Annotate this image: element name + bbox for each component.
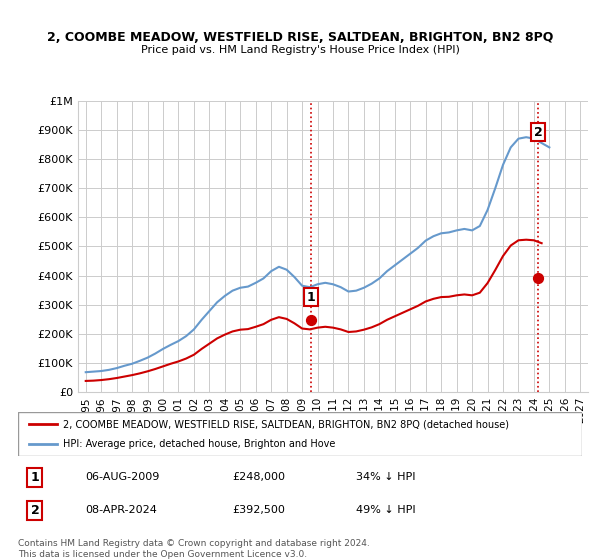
Text: 2, COOMBE MEADOW, WESTFIELD RISE, SALTDEAN, BRIGHTON, BN2 8PQ: 2, COOMBE MEADOW, WESTFIELD RISE, SALTDE… (47, 31, 553, 44)
Text: £248,000: £248,000 (232, 473, 286, 482)
Text: 2: 2 (534, 125, 542, 139)
Text: Price paid vs. HM Land Registry's House Price Index (HPI): Price paid vs. HM Land Registry's House … (140, 45, 460, 55)
Point (533, 273, 543, 282)
Text: HPI: Average price, detached house, Brighton and Hove: HPI: Average price, detached house, Brig… (63, 439, 335, 449)
Text: This data is licensed under the Open Government Licence v3.0.: This data is licensed under the Open Gov… (18, 550, 307, 559)
Text: 2: 2 (31, 503, 39, 517)
Text: 1: 1 (307, 291, 316, 304)
Text: 2, COOMBE MEADOW, WESTFIELD RISE, SALTDEAN, BRIGHTON, BN2 8PQ (detached house): 2, COOMBE MEADOW, WESTFIELD RISE, SALTDE… (63, 419, 509, 429)
Text: 34% ↓ HPI: 34% ↓ HPI (356, 473, 416, 482)
Text: 1: 1 (31, 471, 39, 484)
Text: 49% ↓ HPI: 49% ↓ HPI (356, 505, 416, 515)
Text: Contains HM Land Registry data © Crown copyright and database right 2024.: Contains HM Land Registry data © Crown c… (18, 539, 370, 548)
FancyBboxPatch shape (18, 412, 582, 456)
Text: £392,500: £392,500 (232, 505, 285, 515)
Point (306, 315, 316, 324)
Text: 08-APR-2024: 08-APR-2024 (86, 505, 158, 515)
Text: 06-AUG-2009: 06-AUG-2009 (86, 473, 160, 482)
